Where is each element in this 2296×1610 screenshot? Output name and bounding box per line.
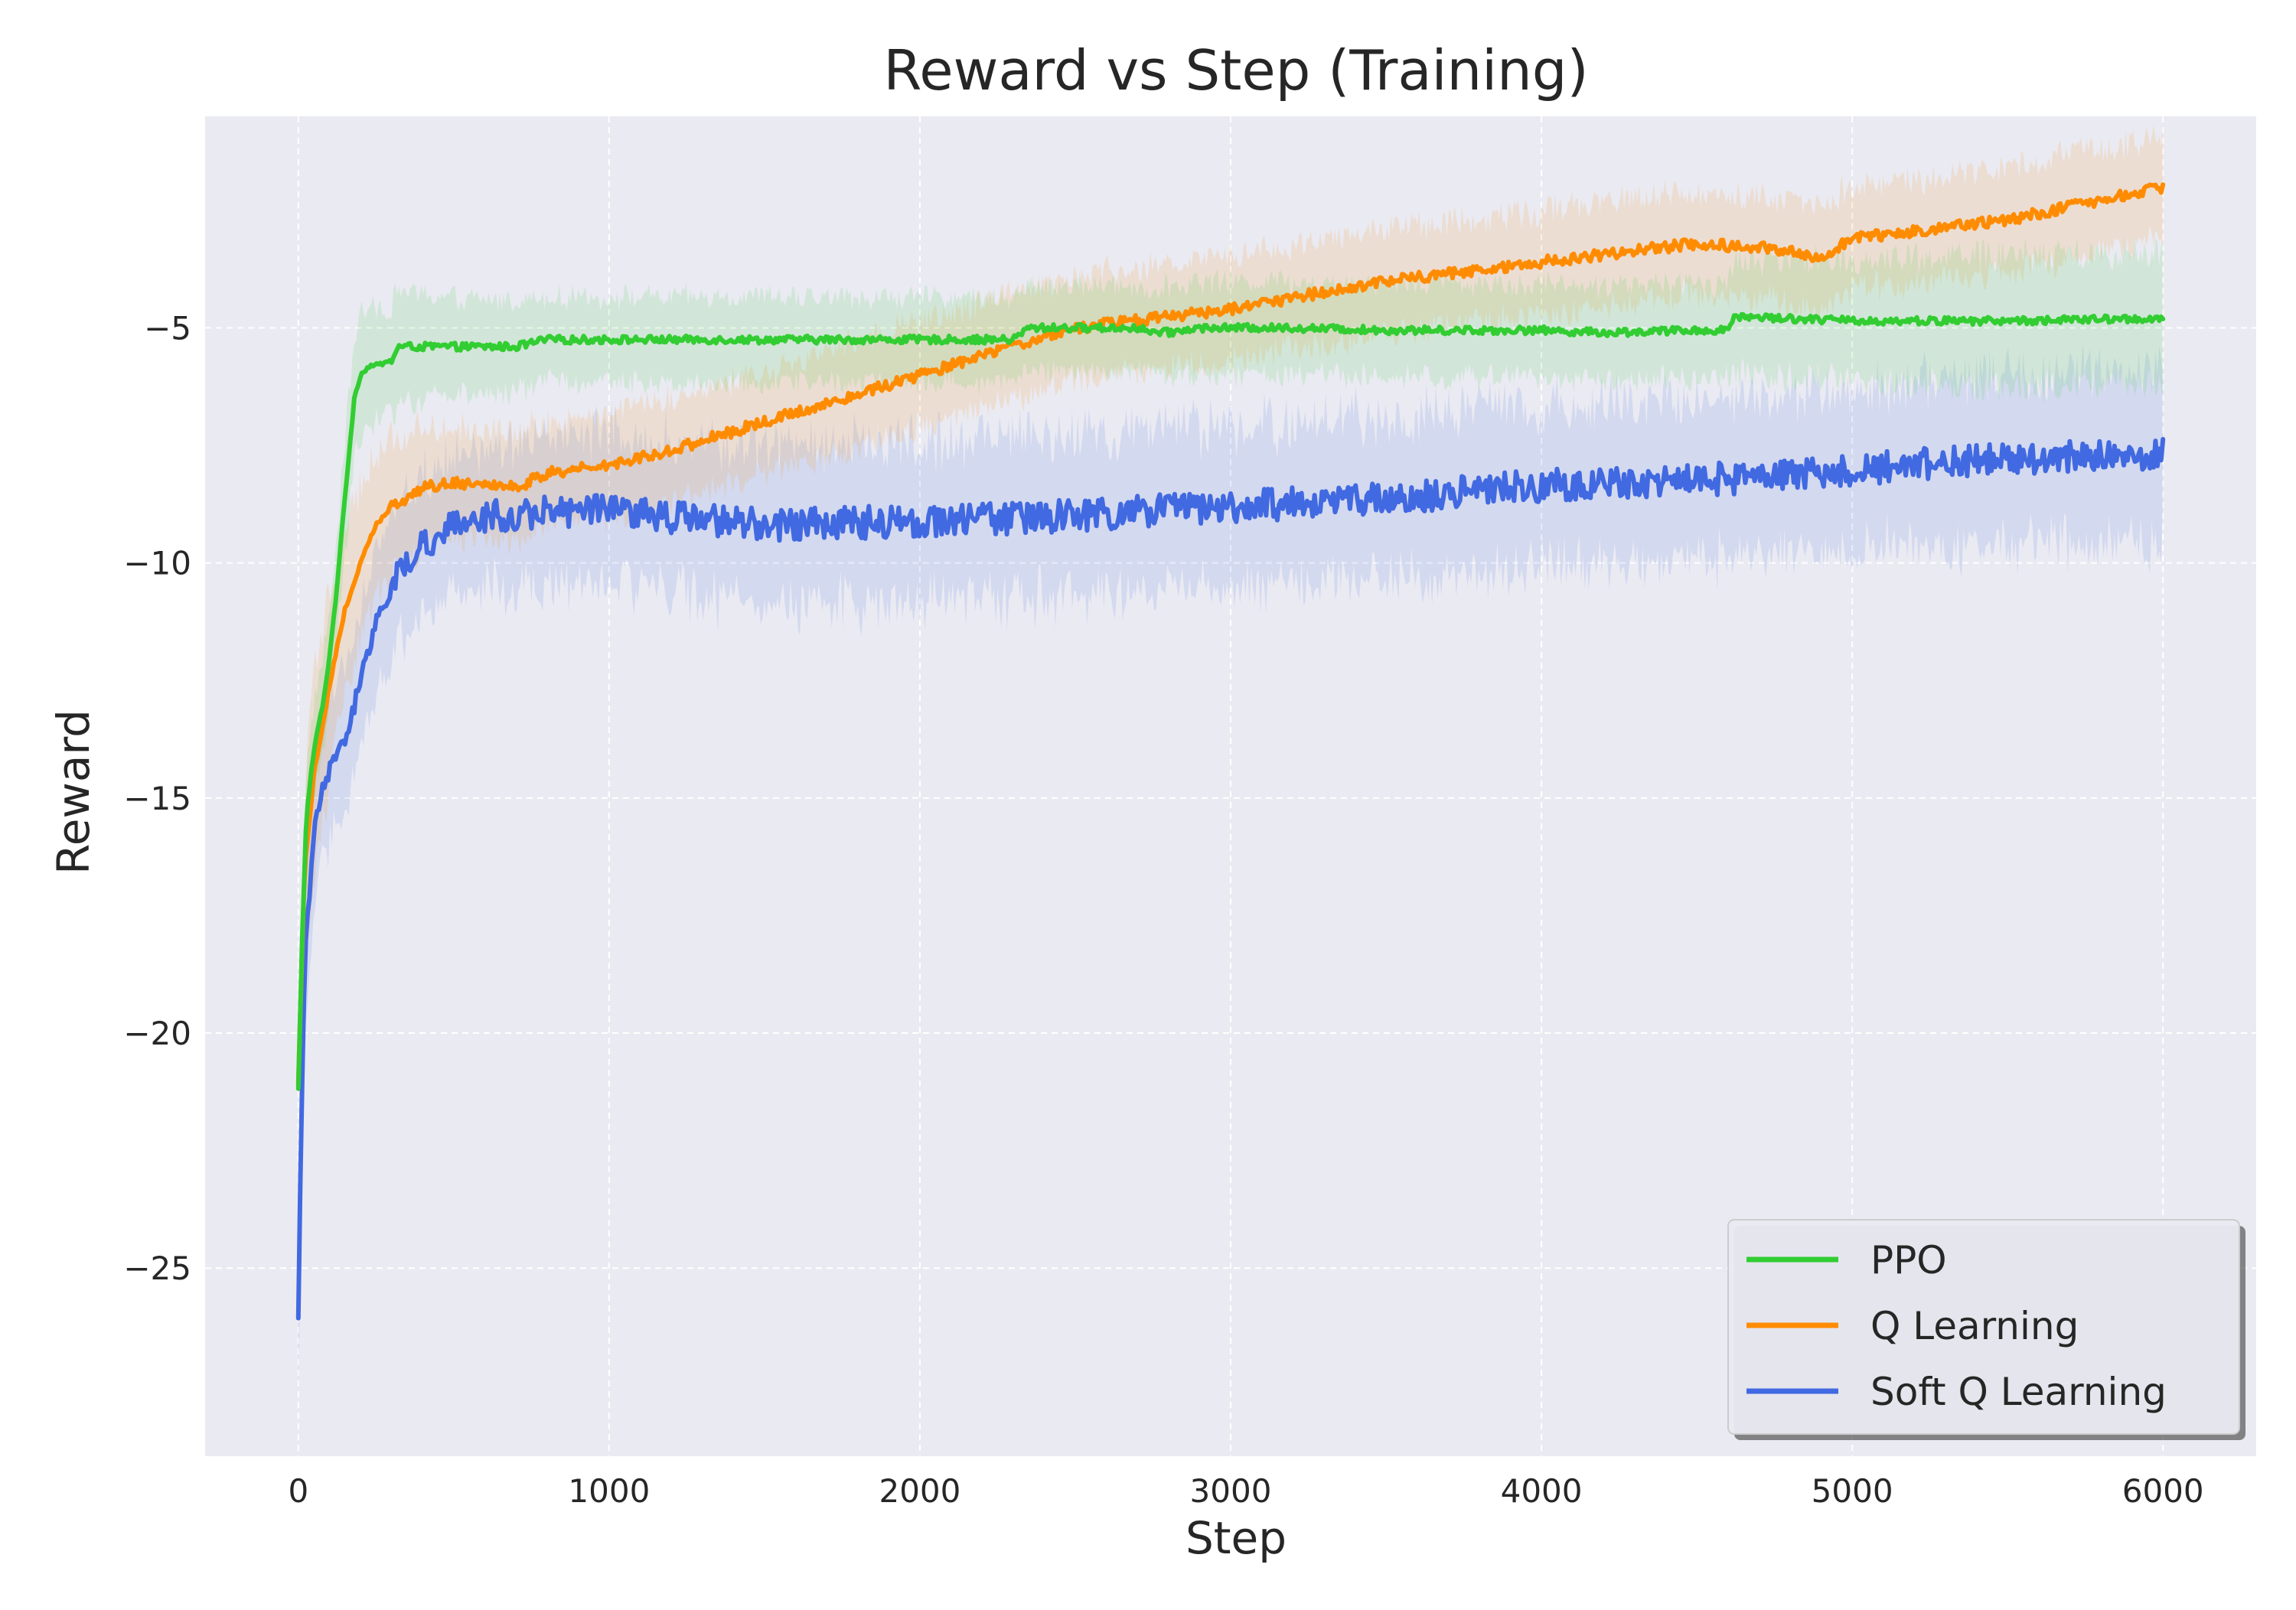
band-q-learning — [298, 122, 2164, 1109]
line-soft-q-learning — [295, 437, 2166, 1321]
x-tick-label: 3000 — [1190, 1472, 1272, 1510]
x-tick-label: 2000 — [879, 1472, 960, 1510]
chart-title: Reward vs Step (Training) — [883, 38, 1588, 103]
y-tick-label: −25 — [123, 1250, 191, 1287]
y-tick-label: −20 — [123, 1015, 191, 1052]
x-tick-label: 4000 — [1501, 1472, 1583, 1510]
legend[interactable]: PPO Q Learning Soft Q Learning — [1727, 1219, 2245, 1440]
y-tick-labels: −25 −20 −15 −10 −5 — [123, 309, 191, 1287]
line-q-learning — [295, 182, 2166, 1086]
y-tick-label: −5 — [144, 309, 191, 347]
series-lines — [295, 182, 2166, 1321]
x-axis-label: Step — [1186, 1512, 1287, 1564]
x-tick-label: 6000 — [2122, 1472, 2204, 1510]
y-axis-label: Reward — [47, 709, 99, 875]
legend-label: Q Learning — [1870, 1304, 2079, 1348]
x-tick-label: 0 — [288, 1472, 308, 1510]
legend-label: PPO — [1870, 1238, 1947, 1282]
legend-label: Soft Q Learning — [1870, 1370, 2167, 1414]
y-tick-label: −10 — [123, 545, 191, 582]
line-ppo — [295, 311, 2166, 1091]
y-tick-label: −15 — [123, 780, 191, 817]
x-tick-labels: 0 1000 2000 3000 4000 5000 6000 — [288, 1472, 2203, 1510]
legend-box — [1727, 1219, 2240, 1435]
x-tick-label: 1000 — [568, 1472, 650, 1510]
x-tick-label: 5000 — [1812, 1472, 1893, 1510]
